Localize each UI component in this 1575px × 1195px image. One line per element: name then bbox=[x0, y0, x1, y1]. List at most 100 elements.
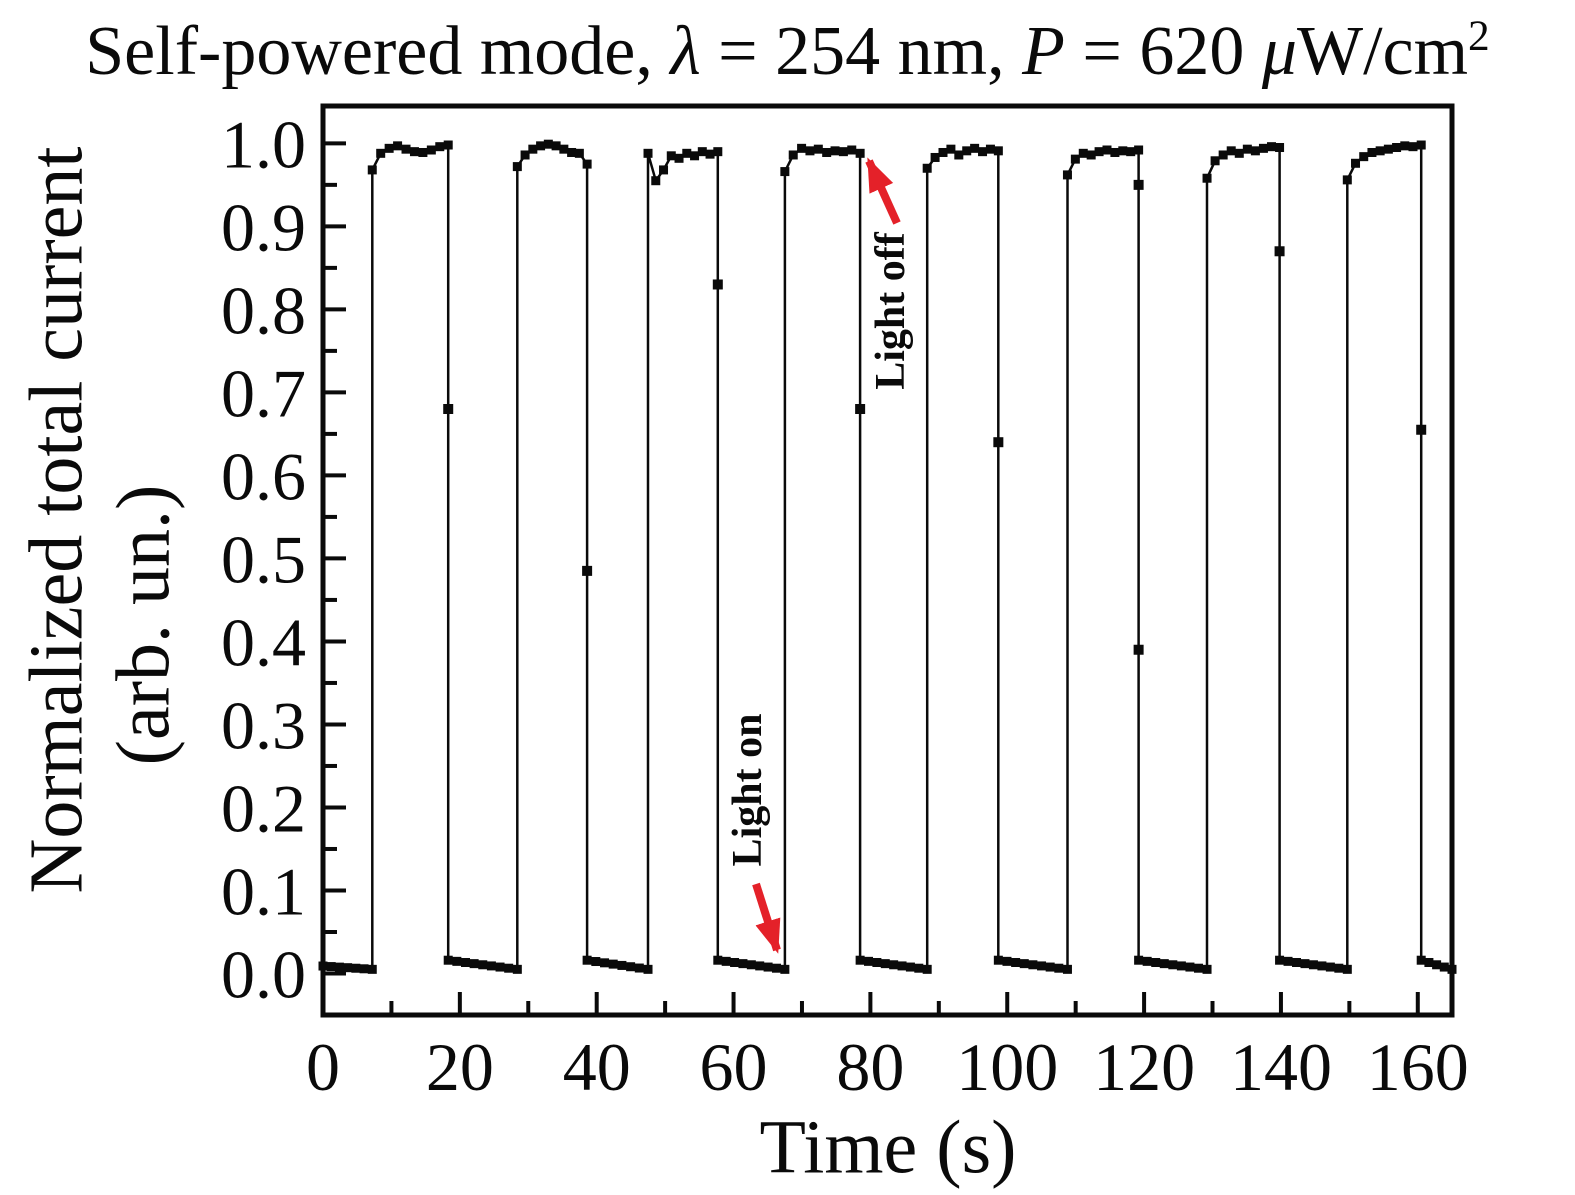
data-point-marker bbox=[318, 961, 328, 971]
data-point-marker bbox=[543, 139, 553, 149]
data-point-marker bbox=[922, 964, 932, 974]
data-point-marker bbox=[1070, 154, 1080, 164]
x-tick-label: 80 bbox=[836, 1029, 904, 1105]
data-point-marker bbox=[1359, 152, 1369, 162]
data-point-marker bbox=[435, 142, 445, 152]
data-point-marker bbox=[938, 147, 948, 157]
y-tick-label: 0.9 bbox=[221, 189, 306, 265]
data-point-marker bbox=[780, 167, 790, 177]
y-tick-label: 0.4 bbox=[221, 604, 306, 680]
data-point-marker bbox=[351, 963, 361, 973]
data-point-marker bbox=[1439, 962, 1449, 972]
data-point-marker bbox=[1185, 962, 1195, 972]
data-point-marker bbox=[1250, 146, 1260, 156]
data-point-marker bbox=[1218, 150, 1228, 160]
data-point-marker bbox=[512, 964, 522, 974]
data-point-marker bbox=[993, 955, 1003, 965]
data-point-marker bbox=[1193, 963, 1203, 973]
data-point-marker bbox=[666, 151, 676, 161]
data-point-marker bbox=[512, 162, 522, 172]
chart-title-segment: = 620 bbox=[1064, 13, 1262, 90]
data-point-marker bbox=[478, 960, 488, 970]
data-point-marker bbox=[401, 144, 411, 154]
data-point-marker bbox=[634, 963, 644, 973]
x-tick-label: 120 bbox=[1093, 1029, 1195, 1105]
chart-title-segment: Self-powered mode, bbox=[85, 13, 671, 90]
data-point-marker bbox=[830, 146, 840, 156]
data-point-marker bbox=[1275, 955, 1285, 965]
light-on-arrow bbox=[752, 882, 781, 954]
data-point-marker bbox=[1151, 957, 1161, 967]
data-point-marker bbox=[1392, 143, 1402, 153]
data-point-marker bbox=[1400, 141, 1410, 151]
data-point-marker bbox=[864, 956, 874, 966]
data-point-marker bbox=[1118, 146, 1128, 156]
data-point-marker bbox=[1375, 146, 1385, 156]
chart-title: Self-powered mode, λ = 254 nm, P = 620 μ… bbox=[0, 12, 1575, 92]
data-point-marker bbox=[367, 964, 377, 974]
data-point-marker bbox=[788, 150, 798, 160]
data-point-marker bbox=[1300, 959, 1310, 969]
plot-border bbox=[320, 103, 1455, 1018]
data-point-marker bbox=[1126, 147, 1136, 157]
data-point-marker bbox=[1062, 170, 1072, 180]
data-point-marker bbox=[452, 956, 462, 966]
data-point-marker bbox=[409, 147, 419, 157]
data-point-marker bbox=[567, 147, 577, 157]
data-point-marker bbox=[713, 955, 723, 965]
data-point-marker bbox=[1078, 148, 1088, 158]
data-point-marker bbox=[1202, 173, 1212, 183]
data-point-marker bbox=[855, 148, 865, 158]
data-point-marker bbox=[1110, 147, 1120, 157]
fall-transition-marker bbox=[1133, 179, 1144, 190]
data-point-marker bbox=[460, 957, 470, 967]
data-point-marker bbox=[813, 144, 823, 154]
data-point-marker bbox=[690, 151, 700, 161]
data-point-marker bbox=[682, 148, 692, 158]
data-point-marker bbox=[822, 147, 832, 157]
data-point-marker bbox=[1242, 144, 1252, 154]
data-point-marker bbox=[1334, 963, 1344, 973]
data-point-marker bbox=[697, 147, 707, 157]
data-point-marker bbox=[905, 962, 915, 972]
data-point-marker bbox=[393, 141, 403, 151]
data-point-marker bbox=[1416, 955, 1426, 965]
data-point-marker bbox=[1134, 955, 1144, 965]
data-point-marker bbox=[495, 962, 505, 972]
data-point-marker bbox=[1317, 961, 1327, 971]
data-point-marker bbox=[797, 143, 807, 153]
data-point-marker bbox=[591, 957, 601, 967]
data-point-marker bbox=[1210, 156, 1220, 166]
annotation-light-off: Light off bbox=[868, 232, 914, 390]
data-point-marker bbox=[582, 955, 592, 965]
y-axis-label: Normalized total current bbox=[14, 146, 99, 894]
fall-transition-marker bbox=[443, 404, 454, 414]
data-point-marker bbox=[528, 144, 538, 154]
data-point-marker bbox=[1102, 145, 1112, 155]
data-point-marker bbox=[1432, 960, 1442, 970]
data-point-marker bbox=[1011, 957, 1021, 967]
data-point-marker bbox=[376, 148, 386, 158]
y-tick-label: 1.0 bbox=[221, 106, 306, 182]
data-point-marker bbox=[326, 962, 336, 972]
fall-transition-marker bbox=[855, 404, 866, 414]
data-point-marker bbox=[880, 959, 890, 969]
data-point-marker bbox=[738, 959, 748, 969]
data-point-marker bbox=[1408, 142, 1418, 152]
data-point-marker bbox=[713, 147, 723, 157]
data-point-marker bbox=[721, 956, 731, 966]
y-tick-label: 0.5 bbox=[221, 521, 306, 597]
x-tick-label: 100 bbox=[956, 1029, 1058, 1105]
data-point-marker bbox=[600, 958, 610, 968]
x-tick-label: 20 bbox=[426, 1029, 494, 1105]
data-point-marker bbox=[746, 960, 756, 970]
data-point-marker bbox=[922, 163, 932, 173]
data-point-marker bbox=[1424, 957, 1434, 967]
data-point-marker bbox=[1045, 962, 1055, 972]
data-point-marker bbox=[993, 146, 1003, 156]
data-point-marker bbox=[1037, 961, 1047, 971]
data-point-marker bbox=[359, 964, 369, 974]
data-point-marker bbox=[1342, 175, 1352, 185]
data-point-marker bbox=[962, 146, 972, 156]
